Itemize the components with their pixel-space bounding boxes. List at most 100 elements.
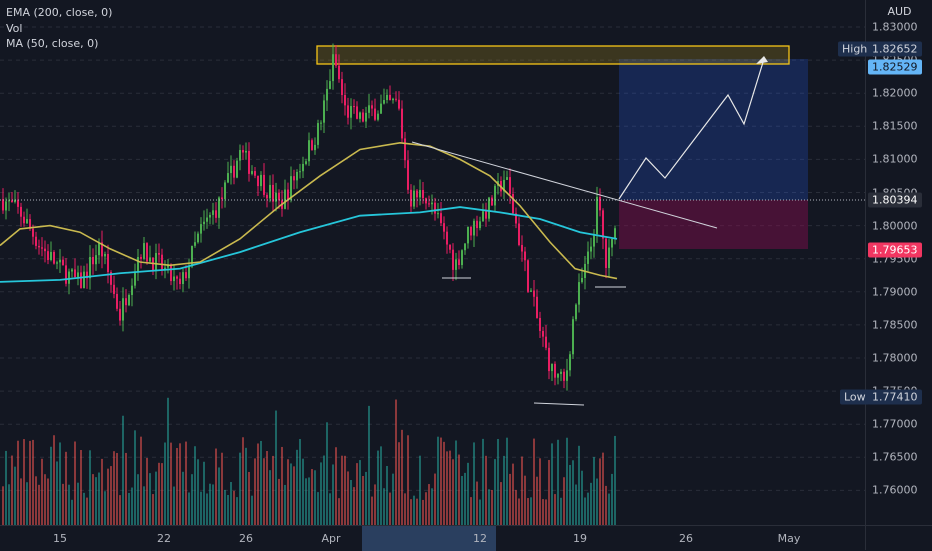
volume-bar bbox=[146, 457, 148, 525]
time-tick: Apr bbox=[321, 532, 341, 545]
volume-bar bbox=[542, 499, 544, 525]
candle-body bbox=[455, 259, 457, 270]
candle-body bbox=[200, 224, 202, 234]
candle-body bbox=[401, 108, 403, 139]
target-zone[interactable] bbox=[619, 59, 808, 200]
candle-body bbox=[119, 308, 121, 321]
volume-bar bbox=[332, 464, 334, 525]
volume-bar bbox=[212, 484, 214, 525]
candle-body bbox=[470, 226, 472, 236]
candle-body bbox=[599, 197, 601, 211]
volume-bar bbox=[563, 477, 565, 525]
volume-bar bbox=[176, 447, 178, 525]
candle-body bbox=[503, 179, 505, 192]
candle-body bbox=[128, 294, 130, 306]
volume-bar bbox=[431, 488, 433, 525]
volume-bar bbox=[23, 439, 25, 525]
candle-body bbox=[89, 257, 91, 279]
volume-bar bbox=[377, 450, 379, 525]
price-tick: 1.78500 bbox=[872, 318, 918, 332]
candle-body bbox=[74, 269, 76, 278]
volume-bar bbox=[218, 467, 220, 525]
volume-bar bbox=[560, 497, 562, 525]
projection-arrow-head bbox=[756, 56, 768, 64]
chart-pane[interactable]: EMA (200, close, 0) Vol MA (50, close, 0… bbox=[0, 0, 865, 525]
price-chart[interactable] bbox=[0, 0, 865, 525]
volume-bar bbox=[110, 466, 112, 525]
volume-bar bbox=[584, 497, 586, 525]
volume-bar bbox=[497, 439, 499, 525]
trend-line[interactable] bbox=[411, 141, 718, 229]
volume-bar bbox=[209, 483, 211, 525]
volume-bar bbox=[446, 451, 448, 525]
volume-bar bbox=[104, 491, 106, 525]
candle-body bbox=[491, 197, 493, 206]
volume-bar bbox=[296, 449, 298, 525]
time-scale[interactable]: 15 22 26 Apr 12 19 26 May bbox=[0, 525, 865, 551]
projection-path[interactable] bbox=[618, 58, 765, 200]
volume-bar bbox=[137, 474, 139, 525]
candle-body bbox=[590, 246, 592, 252]
candle-body bbox=[383, 100, 385, 104]
volume-bar bbox=[398, 442, 400, 525]
volume-bar bbox=[71, 499, 73, 525]
volume-bar bbox=[311, 469, 313, 525]
candle-body bbox=[29, 219, 31, 229]
indicator-legend[interactable]: EMA (200, close, 0) Vol MA (50, close, 0… bbox=[6, 5, 112, 52]
volume-bar bbox=[425, 492, 427, 525]
candle-body bbox=[569, 354, 571, 371]
candle-body bbox=[356, 106, 358, 119]
candle-body bbox=[32, 228, 34, 237]
candle-body bbox=[560, 371, 562, 374]
volume-bar bbox=[269, 470, 271, 525]
candle-body bbox=[530, 290, 532, 292]
candle-body bbox=[182, 272, 184, 285]
candle-body bbox=[404, 138, 406, 161]
volume-bar bbox=[131, 487, 133, 525]
target-price-tag: 1.82529 bbox=[868, 59, 922, 75]
volume-bar bbox=[164, 442, 166, 525]
candle-body bbox=[110, 272, 112, 285]
legend-vol[interactable]: Vol bbox=[6, 21, 23, 35]
volume-bar bbox=[254, 458, 256, 525]
volume-bar bbox=[98, 472, 100, 525]
candle-body bbox=[344, 94, 346, 106]
support-line-2[interactable] bbox=[533, 402, 585, 406]
candle-body bbox=[353, 106, 355, 108]
volume-bar bbox=[518, 498, 520, 525]
volume-bar bbox=[128, 492, 130, 525]
candle-body bbox=[515, 213, 517, 224]
candle-body bbox=[434, 202, 436, 214]
resistance-box[interactable] bbox=[316, 45, 790, 65]
candle-body bbox=[308, 140, 310, 162]
price-scale[interactable]: AUD 1.830001.825001.820001.815001.810001… bbox=[838, 0, 932, 525]
candle-body bbox=[554, 363, 556, 378]
candle-body bbox=[605, 238, 607, 269]
volume-bar bbox=[416, 498, 418, 525]
candle-body bbox=[233, 165, 235, 178]
volume-bar bbox=[305, 478, 307, 525]
candle-body bbox=[377, 113, 379, 120]
candle-body bbox=[416, 190, 418, 198]
scale-corner bbox=[865, 525, 932, 550]
volume-bar bbox=[143, 486, 145, 525]
volume-bar bbox=[242, 437, 244, 525]
candle-body bbox=[248, 150, 250, 174]
volume-bar bbox=[545, 499, 547, 525]
volume-bar bbox=[20, 478, 22, 525]
low-tag-value: 1.77410 bbox=[868, 389, 922, 405]
low-tag-label: Low bbox=[840, 389, 870, 405]
volume-bar bbox=[482, 438, 484, 525]
volume-bar bbox=[581, 470, 583, 525]
volume-bar bbox=[185, 441, 187, 525]
volume-bar bbox=[215, 448, 217, 525]
legend-ma[interactable]: MA (50, close, 0) bbox=[6, 37, 99, 50]
stop-zone[interactable] bbox=[619, 200, 808, 249]
volume-bar bbox=[191, 474, 193, 525]
legend-ema[interactable]: EMA (200, close, 0) bbox=[6, 6, 113, 19]
candle-body bbox=[542, 330, 544, 337]
candle-body bbox=[260, 174, 262, 187]
candle-body bbox=[362, 112, 364, 122]
volume-bar bbox=[197, 459, 199, 525]
time-tick: 26 bbox=[239, 532, 253, 545]
